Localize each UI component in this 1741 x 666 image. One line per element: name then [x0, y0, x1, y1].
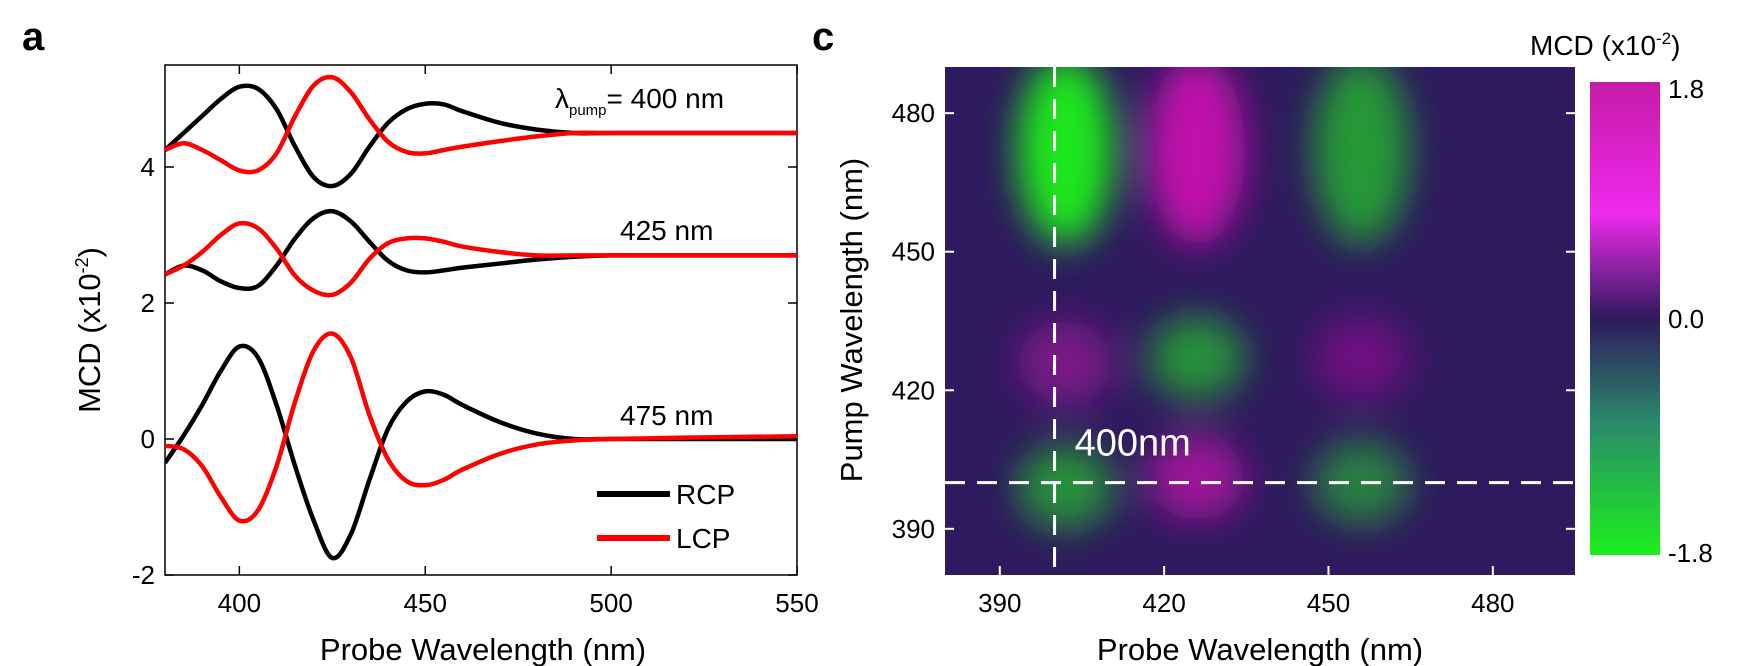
panel-a-xlabel: Probe Wavelength (nm)	[320, 632, 646, 666]
lambda-value: = 400 nm	[607, 83, 725, 114]
heatmap-blob-1	[1149, 67, 1245, 246]
colorbar-tick-max: 1.8	[1668, 74, 1704, 104]
panel-a-ylabel-sup: -2	[72, 257, 92, 273]
heatmap-blob-7	[1149, 436, 1245, 521]
legend-rcp-label: RCP	[676, 479, 735, 510]
c-x-tick-label-480: 480	[1471, 588, 1514, 618]
colorbar-title: MCD (x10-2)	[1530, 29, 1680, 61]
c-y-tick-label-420: 420	[892, 375, 935, 405]
heatmap-blob-0	[1017, 67, 1114, 246]
heatmap-area	[945, 67, 1575, 575]
panel-c-xlabel: Probe Wavelength (nm)	[1097, 632, 1423, 666]
series-lcp-425nm	[165, 220, 797, 298]
panel-c-ticks: 390 420 450 480 390 420 450 480	[892, 98, 1575, 618]
y-tick-label-2: 2	[141, 288, 155, 318]
panel-a-label: a	[22, 15, 45, 59]
c-x-tick-label-420: 420	[1142, 588, 1185, 618]
panel-a-ticks: 400 450 500 550 -2 0 2 4	[132, 65, 819, 618]
x-tick-label-400: 400	[218, 588, 261, 618]
colorbar-title-end: )	[1671, 30, 1680, 61]
heatmap-blob-3	[1017, 320, 1114, 405]
heatmap-blob-6	[1017, 445, 1114, 530]
panel-c-label: c	[812, 15, 834, 59]
y-tick-label-0: 0	[141, 424, 155, 454]
panel-a-legend: RCP LCP	[597, 479, 735, 554]
colorbar-gradient	[1590, 82, 1660, 555]
c-y-tick-label-390: 390	[892, 514, 935, 544]
panel-a-series	[165, 74, 797, 561]
panel-c-ylabel: Pump Wavelength (nm)	[834, 158, 869, 482]
x-tick-label-550: 550	[775, 588, 818, 618]
colorbar-title-sup: -2	[1656, 29, 1671, 48]
colorbar-tick-min: -1.8	[1668, 538, 1713, 568]
c-x-tick-label-450: 450	[1307, 588, 1350, 618]
x-tick-label-500: 500	[589, 588, 632, 618]
heatmap-marker-lines	[945, 67, 1575, 575]
y-tick-label--2: -2	[132, 560, 155, 590]
panel-a-ylabel-end: )	[72, 247, 107, 257]
panel-a-ylabel: MCD (x10-2)	[72, 247, 107, 413]
panel-a-frame	[164, 64, 798, 576]
legend-lcp-label: LCP	[676, 523, 730, 554]
annotation-425nm: 425 nm	[620, 215, 713, 246]
lambda-symbol: λ	[555, 83, 569, 114]
series-rcp-475nm	[165, 343, 797, 561]
heatmap-blob-4	[1149, 315, 1245, 400]
c-y-tick-label-450: 450	[892, 237, 935, 267]
heatmap-blob-5	[1313, 315, 1410, 400]
lambda-subscript: pump	[569, 102, 607, 119]
annotation-lambda-pump: λpump= 400 nm	[555, 83, 724, 119]
panel-a-line-chart: 400 450 500 550 -2 0 2 4 λpump= 400 nm 425 nm 4…	[72, 64, 819, 666]
heatmap-blob-2	[1313, 67, 1410, 246]
series-lcp-475nm	[165, 331, 797, 524]
panel-a-ylabel-main: MCD (x10	[72, 273, 107, 413]
colorbar-title-main: MCD (x10	[1530, 30, 1656, 61]
y-tick-label-4: 4	[141, 152, 155, 182]
panel-c-heatmap: 390 420 450 480 390 420 450 480 400nm Probe Wav…	[834, 29, 1713, 666]
c-x-tick-label-390: 390	[978, 588, 1021, 618]
series-lcp-400nm	[165, 74, 797, 175]
colorbar: MCD (x10-2) 1.8 0.0 -1.8	[1530, 29, 1713, 568]
marker-label-400nm: 400nm	[1075, 423, 1191, 465]
annotation-475nm: 475 nm	[620, 400, 713, 431]
colorbar-tick-mid: 0.0	[1668, 304, 1704, 334]
x-tick-label-450: 450	[404, 588, 447, 618]
c-y-tick-label-480: 480	[892, 98, 935, 128]
